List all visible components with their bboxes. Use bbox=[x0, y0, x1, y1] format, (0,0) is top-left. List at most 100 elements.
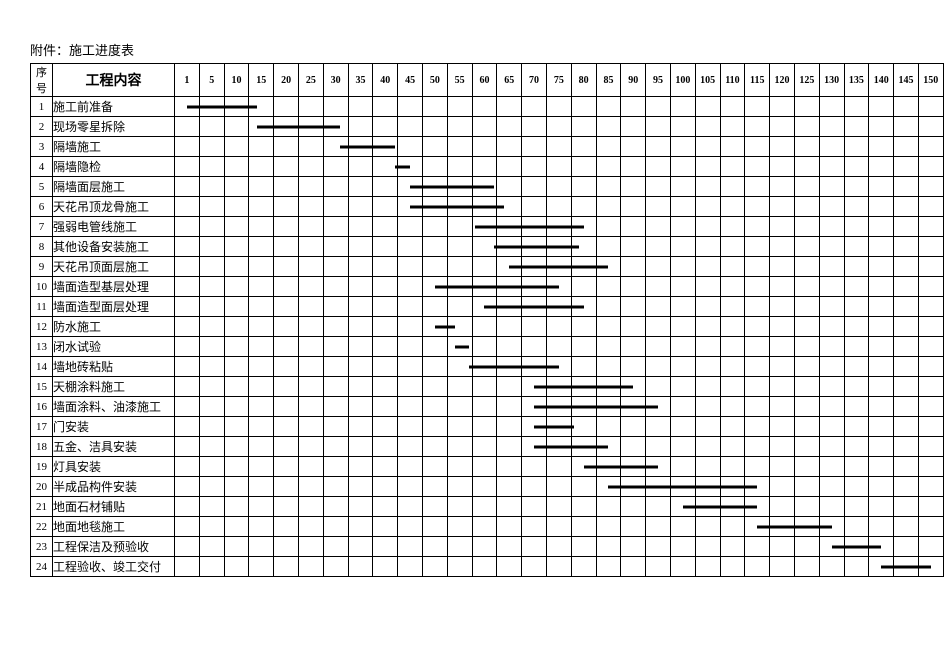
gantt-cell bbox=[447, 357, 472, 377]
gantt-cell bbox=[199, 557, 224, 577]
gantt-cell bbox=[918, 237, 943, 257]
row-seq: 6 bbox=[31, 197, 53, 217]
gantt-cell bbox=[323, 257, 348, 277]
gantt-cell bbox=[348, 117, 373, 137]
gantt-cell bbox=[323, 137, 348, 157]
gantt-cell bbox=[298, 517, 323, 537]
row-seq: 12 bbox=[31, 317, 53, 337]
gantt-cell bbox=[546, 477, 571, 497]
gantt-cell bbox=[497, 557, 522, 577]
gantt-cell bbox=[422, 477, 447, 497]
gantt-cell bbox=[670, 377, 695, 397]
gantt-cell bbox=[398, 457, 423, 477]
gantt-cell bbox=[894, 297, 919, 317]
header-day: 150 bbox=[918, 64, 943, 97]
gantt-cell bbox=[497, 517, 522, 537]
row-task-name: 半成品构件安装 bbox=[53, 477, 175, 497]
row-seq: 23 bbox=[31, 537, 53, 557]
gantt-cell bbox=[844, 217, 869, 237]
gantt-cell bbox=[646, 437, 671, 457]
gantt-bar bbox=[435, 285, 447, 288]
gantt-cell bbox=[323, 337, 348, 357]
gantt-cell bbox=[596, 117, 621, 137]
gantt-cell bbox=[249, 337, 274, 357]
gantt-cell bbox=[199, 177, 224, 197]
gantt-cell bbox=[373, 97, 398, 117]
gantt-cell bbox=[199, 157, 224, 177]
gantt-cell bbox=[298, 237, 323, 257]
gantt-cell bbox=[522, 397, 547, 417]
gantt-bar bbox=[547, 405, 571, 408]
gantt-cell bbox=[497, 437, 522, 457]
gantt-cell bbox=[398, 357, 423, 377]
gantt-bar bbox=[187, 105, 199, 108]
gantt-cell bbox=[249, 237, 274, 257]
gantt-cell bbox=[571, 537, 596, 557]
gantt-cell bbox=[249, 557, 274, 577]
row-task-name: 隔墙面层施工 bbox=[53, 177, 175, 197]
gantt-cell bbox=[447, 537, 472, 557]
gantt-bar bbox=[448, 325, 455, 328]
gantt-cell bbox=[918, 397, 943, 417]
gantt-bar bbox=[919, 565, 931, 568]
gantt-cell bbox=[422, 357, 447, 377]
header-day: 130 bbox=[819, 64, 844, 97]
table-row: 13闭水试验 bbox=[31, 337, 944, 357]
gantt-bar bbox=[572, 305, 584, 308]
gantt-cell bbox=[571, 217, 596, 237]
gantt-cell bbox=[571, 377, 596, 397]
gantt-bar bbox=[795, 525, 819, 528]
gantt-cell bbox=[720, 137, 745, 157]
gantt-cell bbox=[323, 277, 348, 297]
gantt-cell bbox=[844, 497, 869, 517]
gantt-cell bbox=[745, 517, 770, 537]
gantt-cell bbox=[918, 297, 943, 317]
gantt-cell bbox=[447, 137, 472, 157]
header-day: 125 bbox=[794, 64, 819, 97]
gantt-cell bbox=[770, 97, 795, 117]
gantt-cell bbox=[745, 117, 770, 137]
gantt-cell bbox=[422, 257, 447, 277]
gantt-bar bbox=[597, 465, 621, 468]
gantt-cell bbox=[745, 357, 770, 377]
table-row: 9天花吊顶面层施工 bbox=[31, 257, 944, 277]
gantt-bar bbox=[484, 305, 496, 308]
gantt-cell bbox=[497, 197, 522, 217]
gantt-cell bbox=[249, 297, 274, 317]
gantt-bar bbox=[584, 465, 596, 468]
gantt-cell bbox=[844, 457, 869, 477]
gantt-cell bbox=[199, 277, 224, 297]
gantt-bar bbox=[299, 125, 323, 128]
gantt-cell bbox=[298, 557, 323, 577]
gantt-cell bbox=[596, 557, 621, 577]
gantt-cell bbox=[298, 437, 323, 457]
row-seq: 5 bbox=[31, 177, 53, 197]
row-task-name: 隔墙隐检 bbox=[53, 157, 175, 177]
gantt-cell bbox=[224, 337, 249, 357]
header-day: 75 bbox=[546, 64, 571, 97]
gantt-cell bbox=[373, 117, 398, 137]
gantt-cell bbox=[894, 217, 919, 237]
gantt-cell bbox=[596, 457, 621, 477]
gantt-cell bbox=[720, 497, 745, 517]
gantt-cell bbox=[497, 137, 522, 157]
gantt-cell bbox=[670, 217, 695, 237]
gantt-cell bbox=[522, 297, 547, 317]
gantt-cell bbox=[274, 217, 299, 237]
gantt-cell bbox=[447, 237, 472, 257]
gantt-cell bbox=[621, 397, 646, 417]
gantt-cell bbox=[819, 477, 844, 497]
row-seq: 2 bbox=[31, 117, 53, 137]
gantt-cell bbox=[348, 357, 373, 377]
gantt-cell bbox=[175, 237, 200, 257]
row-seq: 24 bbox=[31, 557, 53, 577]
gantt-cell bbox=[794, 277, 819, 297]
gantt-cell bbox=[422, 237, 447, 257]
gantt-cell bbox=[894, 437, 919, 457]
gantt-bar bbox=[497, 365, 521, 368]
gantt-cell bbox=[175, 117, 200, 137]
gantt-cell bbox=[348, 297, 373, 317]
header-day: 5 bbox=[199, 64, 224, 97]
table-row: 18五金、洁具安装 bbox=[31, 437, 944, 457]
gantt-cell bbox=[869, 197, 894, 217]
